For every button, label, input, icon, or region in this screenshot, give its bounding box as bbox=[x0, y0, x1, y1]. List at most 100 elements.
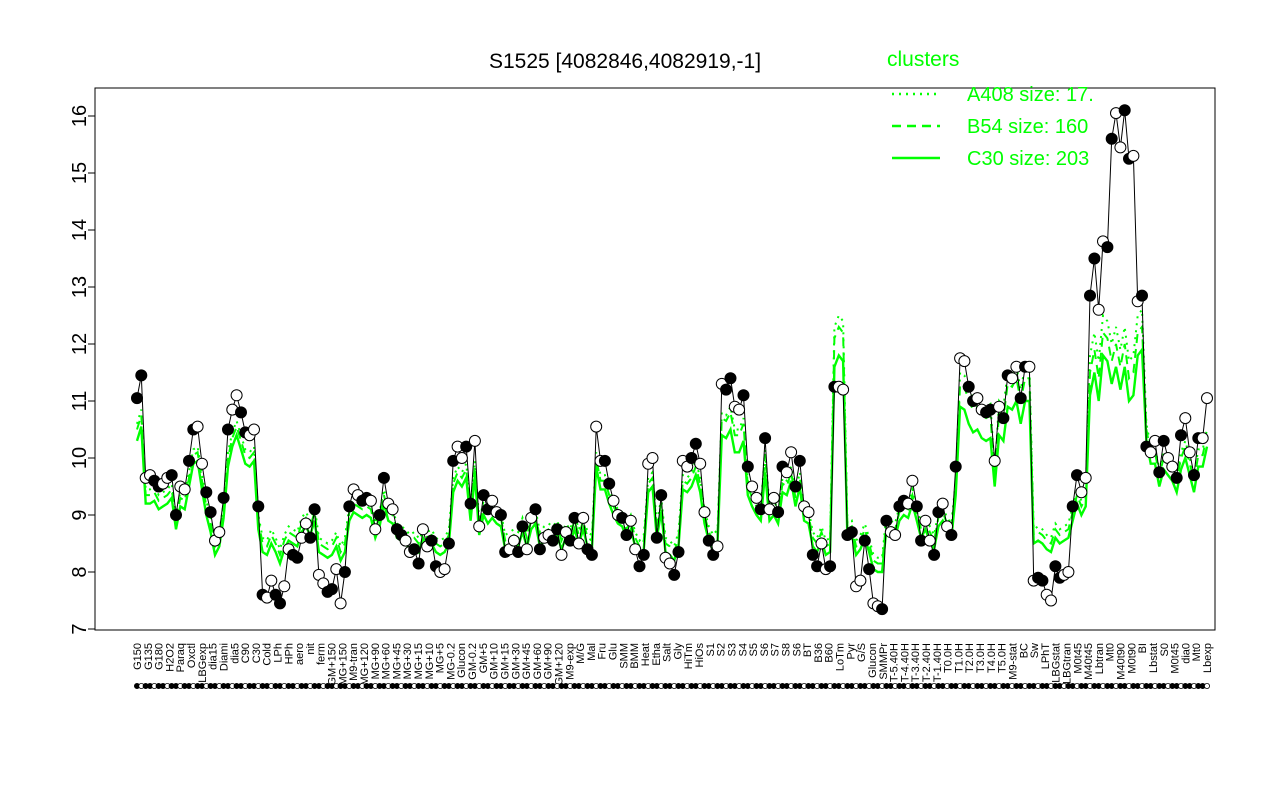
data-point bbox=[1153, 466, 1166, 479]
data-point bbox=[910, 500, 923, 513]
data-point bbox=[416, 523, 429, 536]
data-point bbox=[711, 540, 724, 553]
x-tick-label: MG+60 bbox=[381, 643, 393, 679]
data-point bbox=[442, 537, 455, 550]
x-tick-label: LBGtran bbox=[1061, 643, 1073, 684]
y-tick-label: 9 bbox=[69, 509, 91, 520]
data-point bbox=[248, 423, 260, 436]
x-tick-label: GM+90 bbox=[543, 643, 555, 679]
x-tick-label: B36 bbox=[813, 643, 825, 663]
data-point bbox=[1075, 486, 1088, 499]
data-point bbox=[299, 517, 312, 530]
x-tick-label: HiTm bbox=[683, 643, 695, 669]
x-tick-label: T2.0H bbox=[964, 643, 976, 673]
data-point bbox=[733, 403, 746, 416]
x-tick-label: Salt bbox=[662, 643, 674, 662]
data-point bbox=[412, 557, 425, 570]
cluster-line-a408 bbox=[136, 306, 1208, 559]
data-point bbox=[291, 551, 304, 564]
x-tick-label: T-5.40H bbox=[889, 643, 901, 682]
x-tick-label: Mal bbox=[586, 643, 598, 661]
data-point bbox=[906, 474, 919, 487]
data-point bbox=[845, 526, 858, 539]
data-point bbox=[213, 526, 226, 539]
data-point bbox=[793, 454, 806, 467]
x-tick-label: BI bbox=[1137, 643, 1149, 653]
data-point bbox=[880, 514, 893, 527]
data-point bbox=[1183, 446, 1196, 459]
data-point bbox=[373, 509, 386, 521]
x-tick-label: GM+10 bbox=[489, 643, 501, 679]
x-tick-label: M0t90 bbox=[1126, 643, 1138, 674]
data-point bbox=[1166, 460, 1179, 473]
data-point bbox=[516, 520, 529, 533]
data-point bbox=[1201, 392, 1213, 405]
data-point bbox=[191, 420, 204, 433]
cluster-lines bbox=[135, 306, 1209, 574]
data-point bbox=[1101, 241, 1114, 254]
x-tick-label: M/G bbox=[575, 643, 587, 664]
data-point bbox=[196, 457, 208, 470]
x-tick-label: MG+30 bbox=[402, 643, 414, 679]
x-tick-label: SMM bbox=[618, 643, 630, 669]
x-tick-label: Heat bbox=[640, 643, 652, 666]
y-tick-label: 16 bbox=[69, 105, 91, 127]
data-point bbox=[369, 523, 382, 536]
data-point bbox=[1023, 360, 1036, 373]
data-point bbox=[997, 412, 1010, 425]
data-point bbox=[624, 514, 637, 527]
data-point bbox=[1105, 132, 1118, 145]
legend-title: clusters bbox=[887, 48, 959, 71]
data-point bbox=[1036, 574, 1049, 587]
x-tick-label: BC bbox=[1018, 643, 1030, 658]
data-point bbox=[178, 483, 191, 496]
x-tick-label: Gly bbox=[672, 643, 684, 660]
data-point bbox=[1066, 500, 1079, 513]
data-point bbox=[308, 503, 321, 516]
x-tick-label: S8 bbox=[780, 643, 792, 656]
data-point bbox=[222, 423, 234, 436]
data-point bbox=[533, 543, 546, 556]
x-tick-label: T5.0H bbox=[997, 643, 1009, 673]
data-point bbox=[854, 574, 867, 587]
data-point bbox=[408, 543, 421, 556]
y-tick-label: 10 bbox=[69, 447, 91, 469]
data-point bbox=[1006, 372, 1019, 385]
x-tick-label: M40t90 bbox=[1116, 643, 1128, 680]
x-tick-label: S5 bbox=[748, 643, 760, 656]
x-tick-label: MG-0.2 bbox=[445, 643, 457, 680]
data-point bbox=[785, 446, 798, 459]
data-point bbox=[1092, 303, 1105, 316]
data-point bbox=[217, 491, 230, 504]
data-point bbox=[1157, 434, 1170, 447]
data-point bbox=[837, 383, 850, 396]
x-tick-label: T-3.40H bbox=[910, 643, 922, 682]
data-point bbox=[1188, 469, 1200, 482]
data-point bbox=[694, 457, 707, 470]
data-point bbox=[1118, 104, 1131, 117]
x-tick-label: T1.0H bbox=[953, 643, 965, 673]
data-point bbox=[637, 548, 650, 561]
data-point bbox=[468, 434, 481, 447]
data-point bbox=[546, 534, 559, 547]
data-point bbox=[460, 440, 473, 453]
legend: clusters A408 size: 17. B54 size: 160 C30 … bbox=[887, 48, 1094, 170]
data-point bbox=[988, 454, 1001, 467]
x-tick-label: G135 bbox=[143, 643, 155, 670]
x-tick-label: MG+150 bbox=[337, 643, 349, 686]
x-tick-label: M0t45 bbox=[1170, 643, 1182, 674]
x-tick-label: Glucon bbox=[867, 643, 879, 678]
y-tick-label: 14 bbox=[69, 219, 91, 241]
x-tick-label: Glucon bbox=[456, 643, 468, 678]
x-tick-label: T4.0H bbox=[986, 643, 998, 673]
legend-entries: A408 size: 17. B54 size: 160 C30 size: 203 bbox=[892, 84, 1094, 170]
data-point bbox=[806, 548, 819, 561]
x-tick-label: M9-stat bbox=[1007, 643, 1019, 680]
data-point bbox=[993, 400, 1006, 413]
data-point bbox=[278, 580, 291, 593]
data-point bbox=[759, 432, 772, 445]
x-tick-label: T-4.40H bbox=[899, 643, 911, 682]
x-tick-label: SMMPr bbox=[878, 643, 890, 680]
data-point bbox=[1088, 252, 1101, 265]
data-point bbox=[936, 497, 949, 510]
